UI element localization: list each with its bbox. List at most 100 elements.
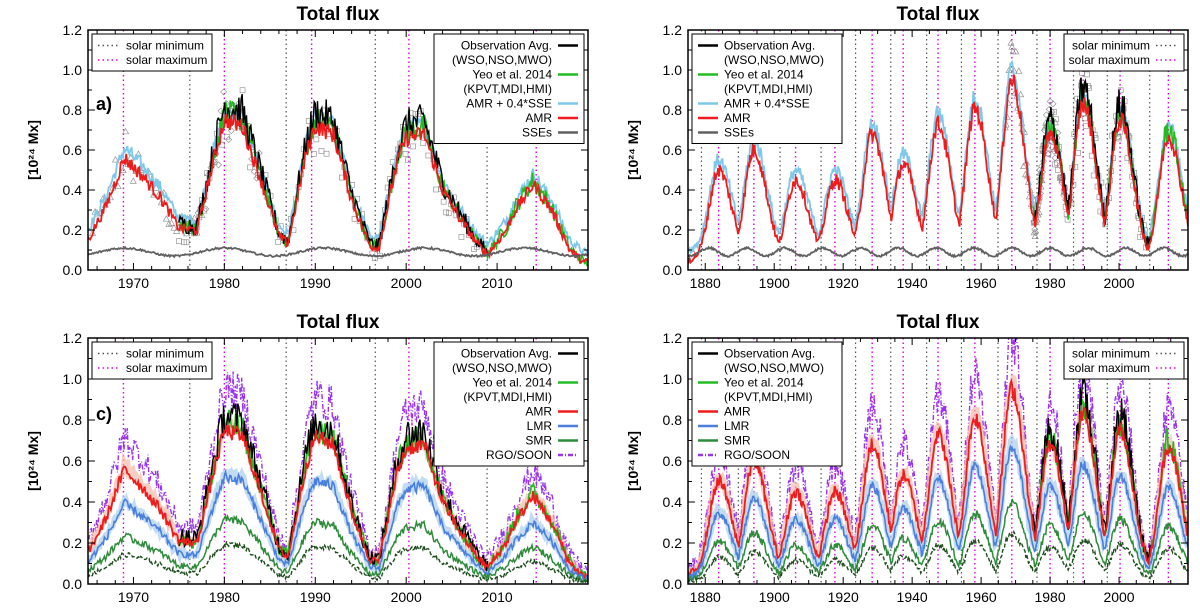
legend-label: AMR + 0.4*SSE — [466, 97, 552, 111]
panel-c: 1970 1980 1990 2000 2010 0.0 0.2 0.4 0.6 0.8 1.0 1.… — [25, 312, 589, 605]
legend-label: Yeo et al. 2014 — [724, 68, 804, 82]
series-sse — [88, 245, 588, 259]
legend-label: solar minimum — [1072, 39, 1150, 53]
legend-label: SMR — [525, 434, 552, 448]
legend-label: Observation Avg. — [724, 39, 815, 53]
x-tick-label: 2010 — [482, 589, 513, 605]
obs-marker — [1042, 111, 1050, 119]
obs-marker — [1008, 43, 1016, 50]
series-smr-dashed — [688, 529, 1188, 584]
x-tick-label: 1880 — [690, 275, 721, 291]
y-tick-label: 0.2 — [63, 535, 83, 551]
obs-marker — [165, 220, 173, 227]
legend-label: Observation Avg. — [461, 39, 552, 53]
x-tick-label: 1970 — [118, 589, 149, 605]
obs-marker — [220, 88, 228, 96]
y-tick-label: 0.8 — [663, 102, 683, 118]
obs-marker — [458, 234, 465, 240]
x-tick-label: 1980 — [1034, 275, 1065, 291]
obs-marker — [1007, 39, 1015, 46]
series-amr — [688, 378, 1188, 577]
y-axis-label: [10²⁴ Mx] — [25, 120, 41, 180]
obs-marker — [247, 164, 253, 171]
obs-marker — [323, 150, 330, 157]
plot-area — [88, 30, 588, 270]
obs-marker — [152, 184, 160, 191]
obs-marker — [318, 148, 325, 154]
legend-label: (WSO,NSO,MWO) — [724, 361, 824, 375]
obs-marker — [1117, 87, 1124, 94]
y-tick-label: 1.2 — [663, 330, 683, 346]
legend-label: AMR — [724, 405, 751, 419]
y-axis-label: [10²⁴ Mx] — [25, 431, 41, 491]
obs-marker — [410, 143, 416, 150]
obs-marker — [1054, 160, 1060, 166]
legend-label: solar maximum — [1069, 361, 1150, 375]
obs-marker — [1049, 100, 1057, 108]
x-tick-label: 2000 — [1103, 275, 1134, 291]
obs-marker — [1083, 123, 1089, 129]
y-tick-label: 1.2 — [663, 22, 683, 38]
panel-a: 1970 1980 1990 2000 2010 0.0 0.2 0.4 0.6 0.8 1.0 1.… — [25, 4, 589, 291]
series-lmr — [688, 443, 1188, 581]
y-tick-label: 1.0 — [663, 371, 683, 387]
legend-label: SSEs — [724, 126, 754, 140]
legend-box — [433, 341, 585, 467]
obs-marker — [170, 224, 178, 231]
y-tick-label: 0.2 — [663, 222, 683, 238]
legend-label: Observation Avg. — [724, 347, 815, 361]
legend-left: Observation Avg.(WSO,NSO,MWO)Yeo et al. … — [691, 33, 843, 144]
y-tick-label: 0.2 — [63, 222, 83, 238]
obs-marker — [1031, 225, 1039, 233]
legend-label: SSEs — [522, 126, 552, 140]
obs-marker — [1137, 234, 1143, 240]
obs-marker — [1032, 229, 1040, 237]
legend-label: (WSO,NSO,MWO) — [724, 53, 824, 67]
obs-marker — [167, 219, 175, 226]
panel-label: a) — [96, 94, 112, 114]
legend-label: solar maximum — [126, 53, 207, 67]
obs-marker — [129, 177, 137, 184]
legend-right: Observation Avg.(WSO,NSO,MWO)Yeo et al. … — [433, 33, 585, 144]
legend-right: Observation Avg.(WSO,NSO,MWO)Yeo et al. … — [433, 341, 585, 467]
x-tick-label: 1990 — [300, 589, 331, 605]
obs-marker — [224, 133, 231, 140]
obs-marker — [311, 151, 317, 157]
obs-marker — [173, 227, 181, 234]
legend-box — [91, 341, 213, 380]
series-amr — [88, 113, 588, 264]
obs-marker — [111, 155, 119, 163]
x-tick-label: 1920 — [828, 589, 859, 605]
series-rgo — [88, 371, 588, 577]
x-tick-label: 2000 — [1103, 589, 1134, 605]
y-tick-label: 0.6 — [63, 453, 83, 469]
y-tick-label: 0.8 — [63, 102, 83, 118]
chart-title: Total flux — [296, 312, 379, 333]
legend-box — [91, 33, 213, 72]
x-tick-label: 1920 — [828, 275, 859, 291]
x-tick-label: 1960 — [966, 275, 997, 291]
series-lmr — [88, 468, 588, 581]
y-tick-label: 0.8 — [663, 412, 683, 428]
x-tick-label: 1980 — [1034, 589, 1065, 605]
y-tick-label: 0.0 — [663, 262, 683, 278]
chart-title: Total flux — [296, 4, 379, 25]
y-axis-label: [10²⁴ Mx] — [625, 431, 641, 491]
legend-label: solar minimum — [126, 39, 204, 53]
x-tick-label: 2000 — [391, 589, 422, 605]
series-sse — [688, 245, 1188, 259]
chart-title: Total flux — [896, 4, 979, 25]
obs-marker — [445, 210, 452, 217]
panel-b: 1880 1900 1920 1940 1960 1980 2000 0.0 0.2 0.4 0.6… — [625, 4, 1189, 291]
series-yeo — [1032, 83, 1188, 250]
y-tick-label: 0.0 — [663, 576, 683, 592]
obs-marker — [1017, 90, 1025, 98]
legend-label: Yeo et al. 2014 — [472, 376, 552, 390]
y-tick-label: 0.4 — [663, 494, 683, 510]
y-tick-label: 0.2 — [663, 535, 683, 551]
y-tick-label: 0.6 — [63, 142, 83, 158]
y-tick-label: 0.0 — [63, 262, 83, 278]
obs-marker — [183, 239, 190, 246]
